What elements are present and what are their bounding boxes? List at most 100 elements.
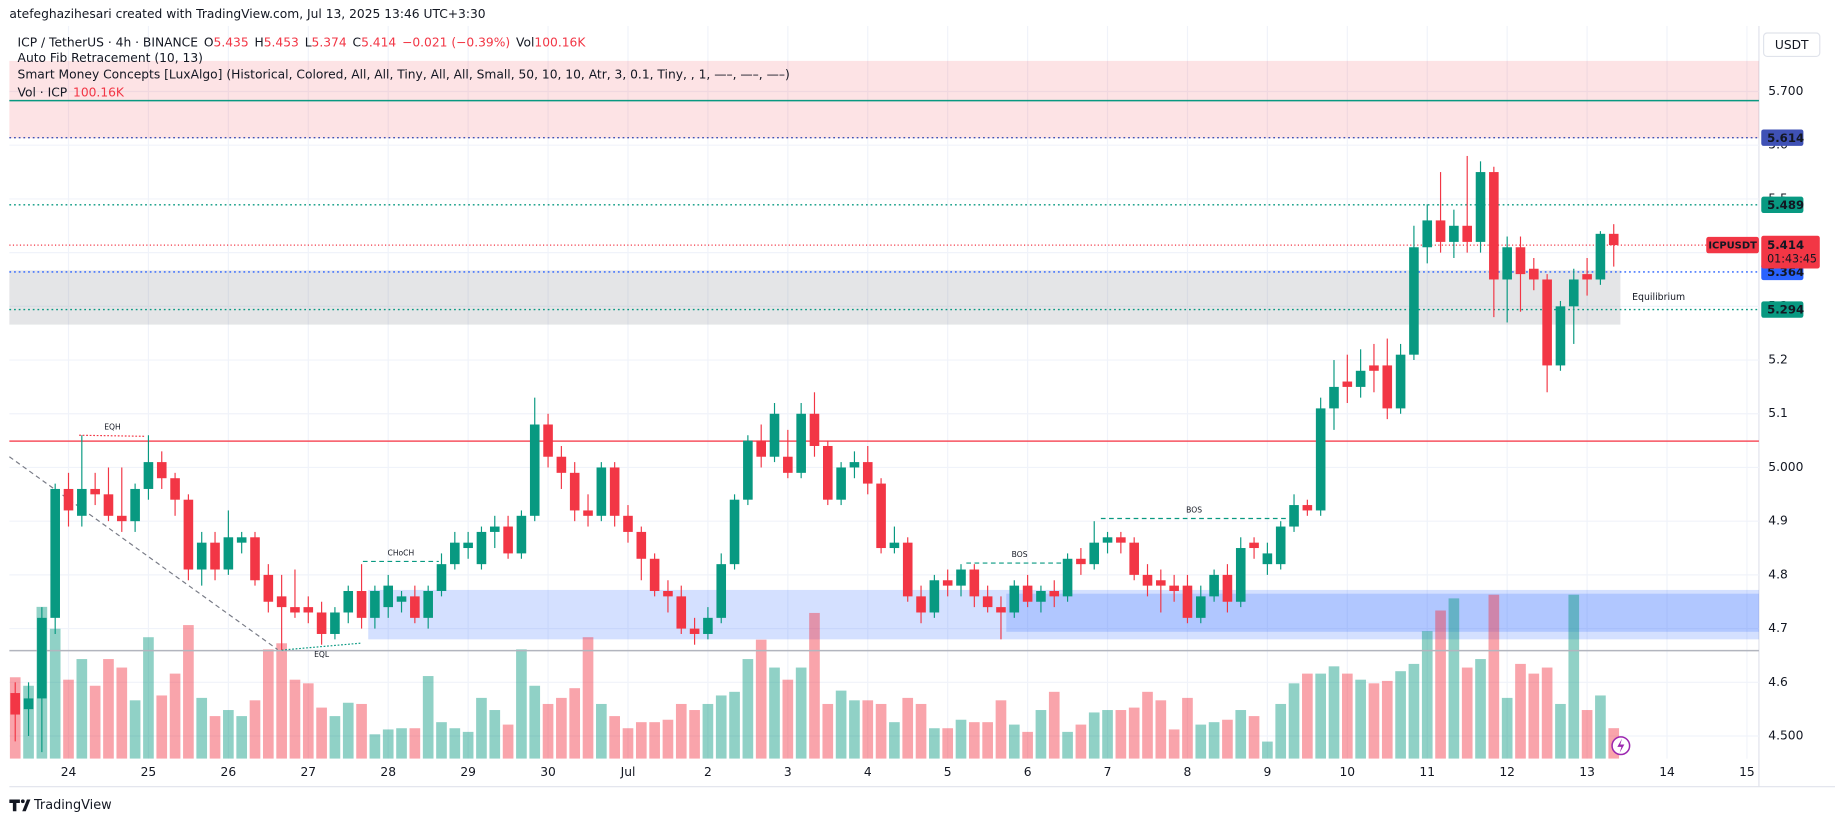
candle-body bbox=[1289, 505, 1299, 527]
alert-bolt bbox=[1617, 738, 1625, 753]
h-label: H bbox=[255, 35, 264, 49]
l-label: L bbox=[305, 35, 312, 49]
candle-body bbox=[556, 456, 567, 473]
volume-bar bbox=[1315, 673, 1327, 759]
candle-body bbox=[10, 693, 21, 715]
volume-bar bbox=[1102, 710, 1113, 759]
volume-bar bbox=[276, 643, 287, 759]
o-value: 5.435 bbox=[214, 35, 249, 49]
volume-bar bbox=[409, 728, 421, 759]
candle-body bbox=[743, 440, 753, 500]
volume-bar bbox=[143, 637, 154, 759]
currency-box[interactable] bbox=[1763, 32, 1821, 57]
candle-body bbox=[1568, 279, 1579, 307]
candle-body bbox=[290, 607, 300, 613]
price-level-tag bbox=[1761, 301, 1804, 318]
candle-body bbox=[769, 413, 780, 457]
candle-body bbox=[1502, 247, 1512, 280]
volume-bar bbox=[1022, 731, 1033, 759]
symbol: ICP / TetherUS · 4h · BINANCE bbox=[18, 35, 198, 49]
volume-bar bbox=[1435, 610, 1446, 759]
volume-bar bbox=[982, 722, 993, 759]
candle-body bbox=[809, 413, 820, 446]
candle-body bbox=[1062, 558, 1073, 597]
candle-body bbox=[276, 596, 287, 608]
volume-bar bbox=[675, 703, 687, 759]
candle-body bbox=[1116, 537, 1126, 543]
volume-bar bbox=[596, 703, 607, 759]
h-value: 5.453 bbox=[264, 35, 299, 49]
candle-body bbox=[450, 542, 460, 565]
volume-bar bbox=[89, 685, 101, 759]
candle-body bbox=[370, 591, 380, 618]
volume-bar bbox=[1288, 683, 1300, 759]
structure-label: EQL bbox=[314, 650, 330, 659]
candle-body bbox=[1582, 274, 1592, 280]
y-tick-label: 4.9 bbox=[1768, 514, 1788, 528]
volume-bar bbox=[649, 722, 660, 759]
candle-body bbox=[929, 580, 940, 613]
vol-indicator-value: 100.16K bbox=[73, 85, 125, 99]
structure-line bbox=[79, 434, 146, 437]
zone bbox=[9, 270, 1621, 325]
candle-body bbox=[596, 467, 607, 516]
volume-bar bbox=[609, 716, 620, 759]
volume-bar bbox=[316, 707, 327, 759]
candle-body bbox=[942, 580, 953, 586]
candle-body bbox=[37, 617, 47, 699]
candle-body bbox=[476, 531, 487, 565]
volume-legend: Vol · ICP 100.16K bbox=[18, 85, 125, 99]
x-tick-label: 27 bbox=[300, 765, 316, 779]
volume-bar bbox=[1515, 663, 1526, 759]
volume-bar bbox=[489, 710, 501, 759]
candle-body bbox=[1142, 574, 1153, 586]
candle-body bbox=[1608, 233, 1619, 246]
candle-body bbox=[1315, 408, 1326, 511]
volume-bar bbox=[103, 659, 114, 759]
volume-bar bbox=[516, 649, 527, 759]
candle-body bbox=[1529, 268, 1539, 280]
volume-bar bbox=[969, 722, 980, 759]
candle-body bbox=[1076, 558, 1086, 565]
volume-bar bbox=[183, 625, 194, 759]
candle-body bbox=[463, 542, 473, 549]
candle-body bbox=[1302, 505, 1313, 511]
x-tick-label: 9 bbox=[1263, 765, 1271, 779]
volume-bar bbox=[1248, 716, 1260, 759]
change: −0.021 (−0.39%) bbox=[402, 35, 510, 49]
volume-bar bbox=[1208, 722, 1220, 759]
candle-body bbox=[1009, 585, 1020, 613]
x-tick-label: 7 bbox=[1104, 765, 1112, 779]
candle-body bbox=[969, 569, 980, 597]
candle-body bbox=[236, 537, 247, 543]
volume-bar bbox=[742, 659, 754, 759]
candle-body bbox=[143, 462, 154, 489]
volume-bar bbox=[556, 697, 567, 759]
author-line: atefeghazihesari created with TradingVie… bbox=[9, 7, 485, 21]
volume-bar bbox=[662, 719, 674, 759]
volume-bar bbox=[769, 667, 780, 759]
candle-body bbox=[623, 515, 633, 532]
volume-bar bbox=[422, 676, 434, 759]
volume-bar bbox=[196, 697, 208, 759]
candle-body bbox=[823, 445, 833, 500]
volume-bar bbox=[356, 703, 367, 759]
volume-bar bbox=[1048, 691, 1060, 759]
candle-body bbox=[1449, 225, 1459, 242]
volume-bar bbox=[223, 710, 234, 759]
volume-bar bbox=[862, 700, 874, 759]
y-tick-label: 4.500 bbox=[1768, 729, 1803, 743]
volume-bar bbox=[1168, 729, 1180, 759]
candle-body bbox=[862, 462, 873, 484]
candle-body bbox=[543, 424, 553, 457]
volume-bar bbox=[76, 659, 88, 759]
x-tick-label: 29 bbox=[460, 765, 476, 779]
volume-bar bbox=[169, 673, 181, 759]
volume-bar bbox=[1541, 667, 1553, 759]
x-tick-label: 2 bbox=[704, 765, 712, 779]
indicator: Smart Money Concepts [LuxAlgo] (Historic… bbox=[18, 68, 790, 82]
candle-body bbox=[1275, 526, 1286, 565]
volume-bar bbox=[1461, 667, 1473, 759]
candle-body bbox=[50, 488, 60, 618]
